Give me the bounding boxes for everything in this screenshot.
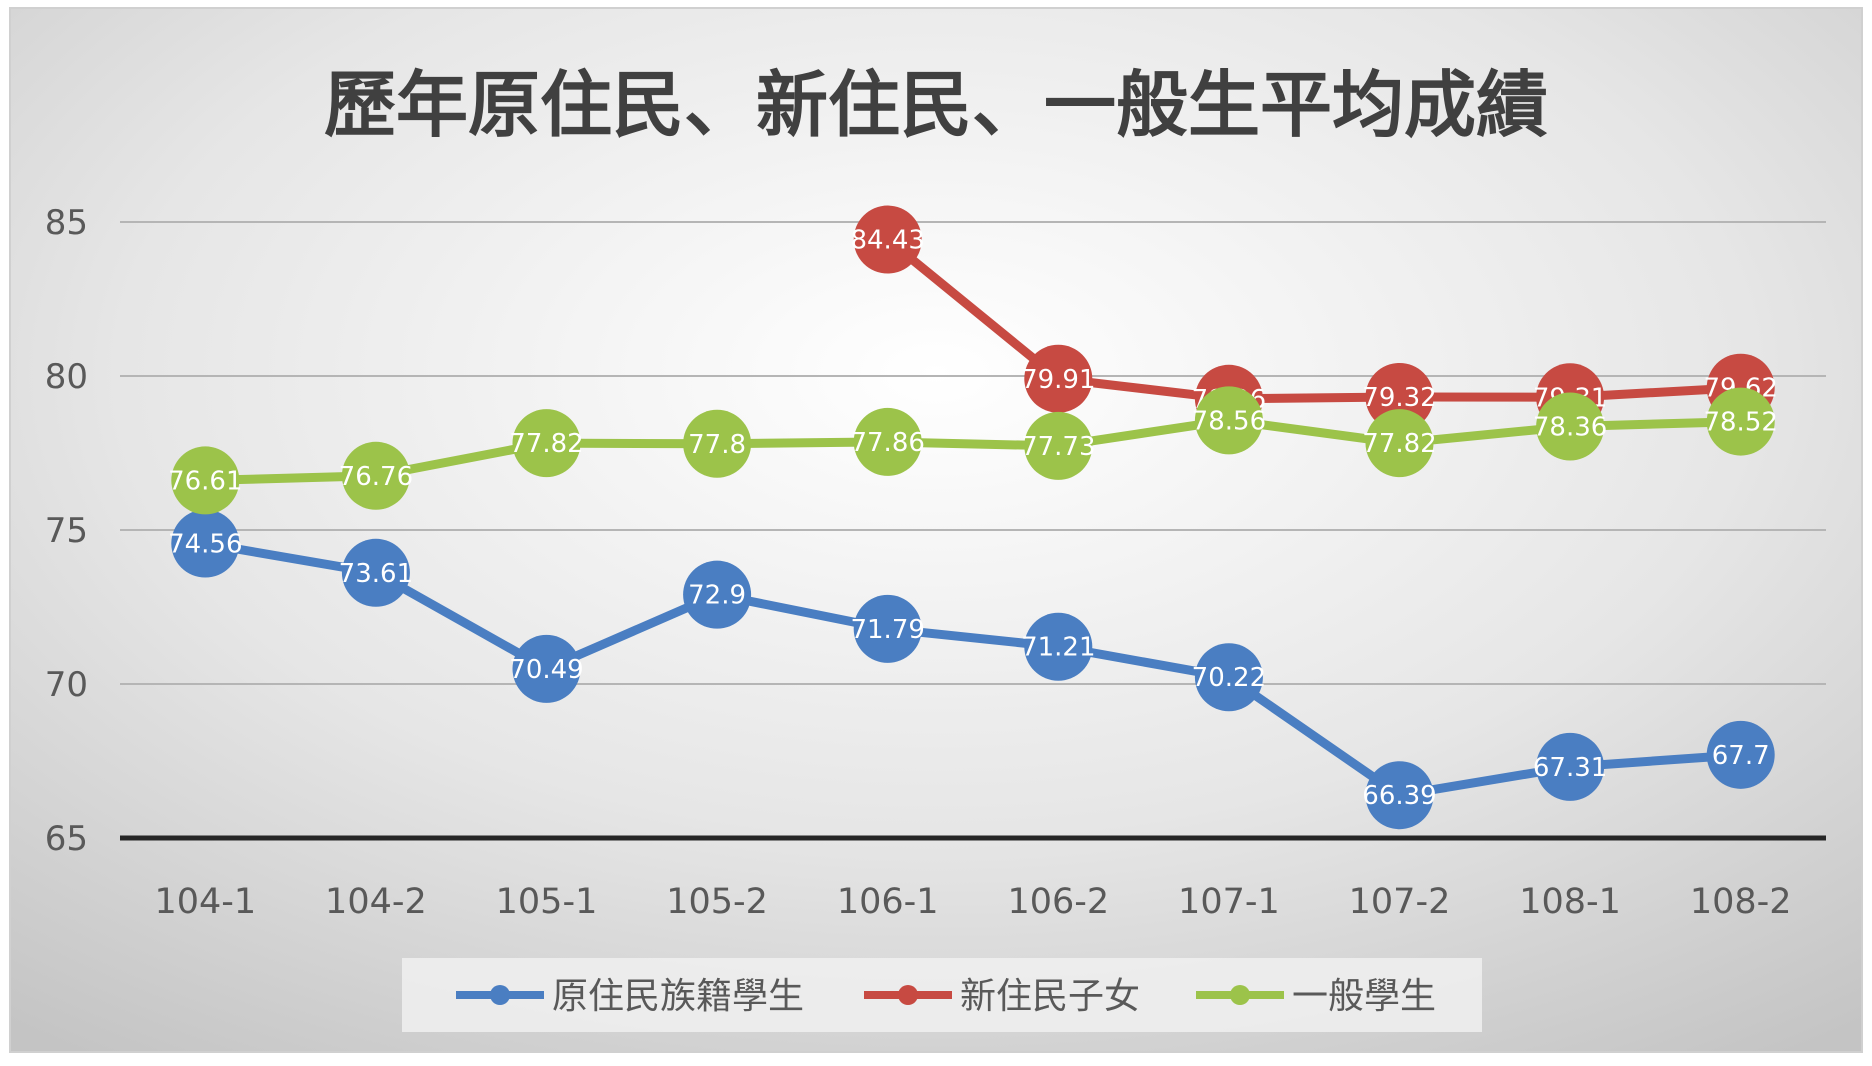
legend-dot-marker xyxy=(898,985,918,1005)
data-label: 79.32 xyxy=(1362,383,1436,413)
data-label: 78.52 xyxy=(1703,408,1777,438)
data-point xyxy=(1024,411,1093,480)
legend-dot-marker xyxy=(490,985,510,1005)
data-label: 77.82 xyxy=(509,429,583,459)
data-point xyxy=(1365,761,1434,830)
series-1: 74.56 73.61 70.49 72.9 71.79 71.21 70.22 66.39 6… xyxy=(168,509,1775,830)
data-point xyxy=(853,205,922,274)
y-tick-label: 75 xyxy=(45,511,88,551)
data-label: 67.7 xyxy=(1712,741,1770,771)
data-point xyxy=(171,446,240,515)
data-label: 73.61 xyxy=(339,559,413,589)
x-axis-tick-labels: 104-1 104-2 105-1 105-2 106-1 106-2 107-1 107-2… xyxy=(154,882,1791,922)
series-line xyxy=(200,415,1746,485)
data-label: 78.36 xyxy=(1533,413,1607,443)
data-label: 77.82 xyxy=(1362,429,1436,459)
data-label: 76.61 xyxy=(168,466,242,496)
data-label: 71.21 xyxy=(1021,633,1095,663)
legend-dot-marker xyxy=(1230,985,1250,1005)
data-point xyxy=(1194,643,1263,712)
data-point xyxy=(1024,612,1093,681)
y-axis-tick-labels: 65 70 75 80 85 xyxy=(45,203,88,859)
legend-label: 一般學生 xyxy=(1292,976,1436,1017)
x-tick-label: 108-1 xyxy=(1519,882,1621,922)
data-point xyxy=(683,409,752,478)
series-line xyxy=(200,539,1746,800)
series-3: 76.61 76.76 77.82 77.8 77.86 77.73 78.56 77.82 7… xyxy=(168,386,1778,515)
data-label: 74.56 xyxy=(168,530,242,560)
data-label: 70.22 xyxy=(1192,663,1266,693)
data-label: 77.86 xyxy=(850,428,924,458)
data-point xyxy=(1706,720,1775,789)
data-point xyxy=(1706,387,1775,456)
x-tick-label: 108-2 xyxy=(1690,882,1792,922)
data-point xyxy=(341,538,410,607)
chart-title: 歷年原住民、新住民、一般生平均成績 xyxy=(324,63,1548,147)
data-label: 77.73 xyxy=(1021,432,1095,462)
legend-label: 新住民子女 xyxy=(960,976,1140,1017)
x-tick-label: 105-2 xyxy=(666,882,768,922)
x-tick-label: 104-1 xyxy=(154,882,256,922)
x-tick-label: 105-1 xyxy=(496,882,598,922)
data-label: 66.39 xyxy=(1362,781,1436,811)
data-point xyxy=(1194,386,1263,455)
data-label: 76.76 xyxy=(339,462,413,492)
y-tick-label: 65 xyxy=(45,819,88,859)
y-tick-label: 85 xyxy=(45,203,88,243)
data-point xyxy=(171,509,240,578)
x-tick-label: 106-2 xyxy=(1007,882,1109,922)
x-tick-label: 107-1 xyxy=(1178,882,1280,922)
data-point xyxy=(1365,409,1434,478)
data-label: 79.91 xyxy=(1021,365,1095,395)
y-tick-label: 70 xyxy=(45,665,88,705)
y-tick-label: 80 xyxy=(45,357,88,397)
data-point xyxy=(853,407,922,476)
data-label: 84.43 xyxy=(850,226,924,256)
legend-label: 原住民族籍學生 xyxy=(552,976,804,1017)
data-label: 71.79 xyxy=(850,615,924,645)
data-point xyxy=(1024,344,1093,413)
data-label: 70.49 xyxy=(509,655,583,685)
grid-lines xyxy=(120,221,1826,841)
data-point xyxy=(341,441,410,510)
data-label: 78.56 xyxy=(1192,406,1266,436)
x-tick-label: 104-2 xyxy=(325,882,427,922)
x-tick-label: 106-1 xyxy=(837,882,939,922)
legend: 原住民族籍學生 新住民子女 一般學生 xyxy=(402,958,1482,1032)
data-point xyxy=(512,634,581,703)
data-label: 77.8 xyxy=(688,430,746,460)
data-point xyxy=(683,560,752,629)
data-label: 67.31 xyxy=(1533,753,1607,783)
data-label: 72.9 xyxy=(688,581,746,611)
data-point xyxy=(512,409,581,478)
x-tick-label: 107-2 xyxy=(1349,882,1451,922)
data-point xyxy=(1536,392,1605,461)
data-point xyxy=(853,594,922,663)
series-group: 74.56 73.61 70.49 72.9 71.79 71.21 70.22 66.39 6… xyxy=(168,205,1778,830)
data-point xyxy=(1536,732,1605,801)
